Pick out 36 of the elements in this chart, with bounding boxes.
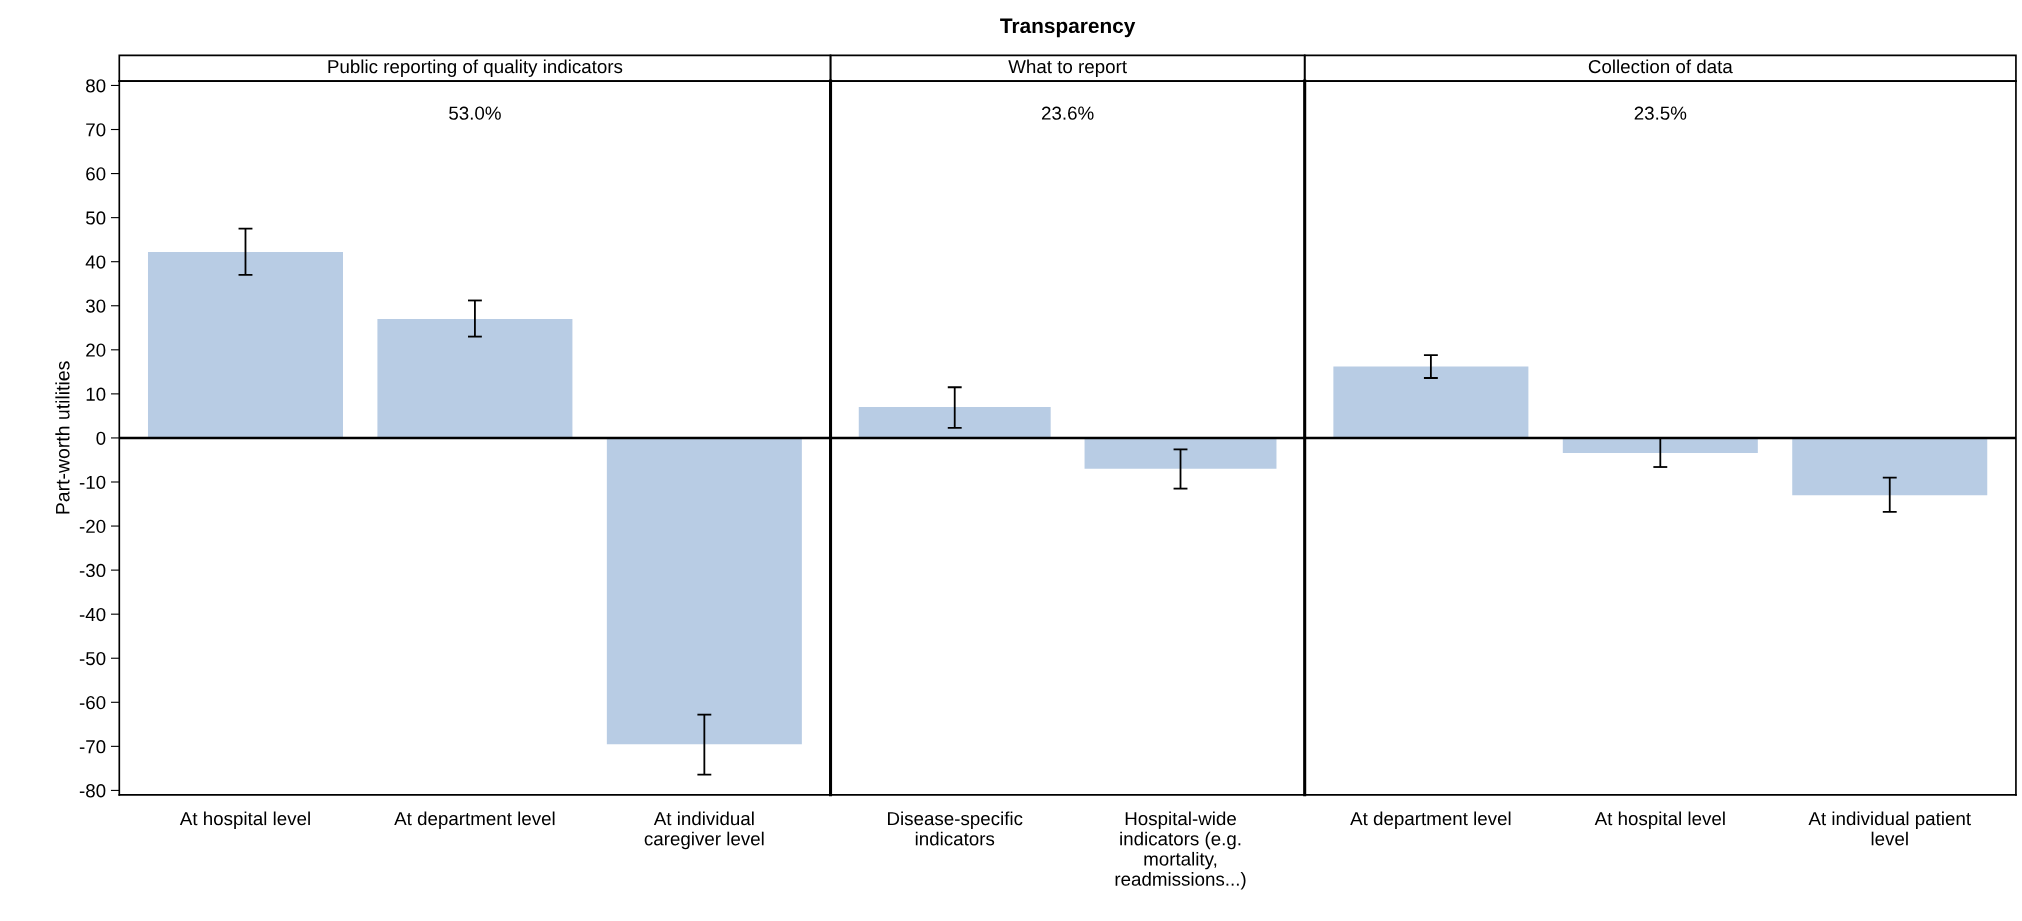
annotation: 53.0% xyxy=(449,106,501,120)
x-tick-label: Disease-specific indicators xyxy=(888,811,1023,846)
x-tick-label: At hospital level xyxy=(1594,811,1725,829)
x-tick-label: Hospital-wide indicators (e.g. mortality, readmissions...) xyxy=(1115,811,1246,890)
chart-subtitle: Collection of data xyxy=(1588,59,1733,74)
bar xyxy=(606,437,802,745)
x-tick-label: At department level xyxy=(394,811,555,829)
y-tick-label: 70 xyxy=(86,123,106,137)
y-tick-label: -10 xyxy=(79,475,106,489)
y-tick-label: -20 xyxy=(79,519,106,534)
x-tick-label: At individual patient level xyxy=(1808,811,1971,846)
chart-subtitle: Public reporting of quality indicators xyxy=(328,59,623,77)
y-tick-label: -40 xyxy=(79,607,106,622)
y-tick-label: 40 xyxy=(85,255,106,269)
x-tick-label: At hospital level xyxy=(179,811,310,829)
y-axis-title: Part-worth utilities xyxy=(55,361,70,514)
bar xyxy=(377,318,573,438)
y-tick-label: 60 xyxy=(86,167,106,181)
y-tick-label: -30 xyxy=(79,563,106,578)
chart-subtitle: What to report xyxy=(1008,59,1127,77)
annotation: 23.5% xyxy=(1634,106,1687,120)
x-tick-label: At individual caregiver level xyxy=(644,811,764,850)
x-tick-label: At department level xyxy=(1350,811,1511,829)
y-tick-label: -60 xyxy=(79,696,106,710)
y-tick-label: 0 xyxy=(96,431,106,445)
y-tick-label: -80 xyxy=(79,784,106,798)
y-tick-label: 30 xyxy=(85,299,106,313)
y-tick-label: 10 xyxy=(86,387,106,401)
y-tick-label: 20 xyxy=(86,343,106,357)
bar xyxy=(147,252,343,438)
chart-title: Transparency xyxy=(1000,18,1136,38)
y-tick-label: 80 xyxy=(86,79,106,93)
y-tick-label: -70 xyxy=(79,740,106,754)
y-tick-label: -50 xyxy=(79,651,106,666)
annotation: 23.6% xyxy=(1041,106,1094,120)
y-tick-label: 50 xyxy=(86,211,106,225)
